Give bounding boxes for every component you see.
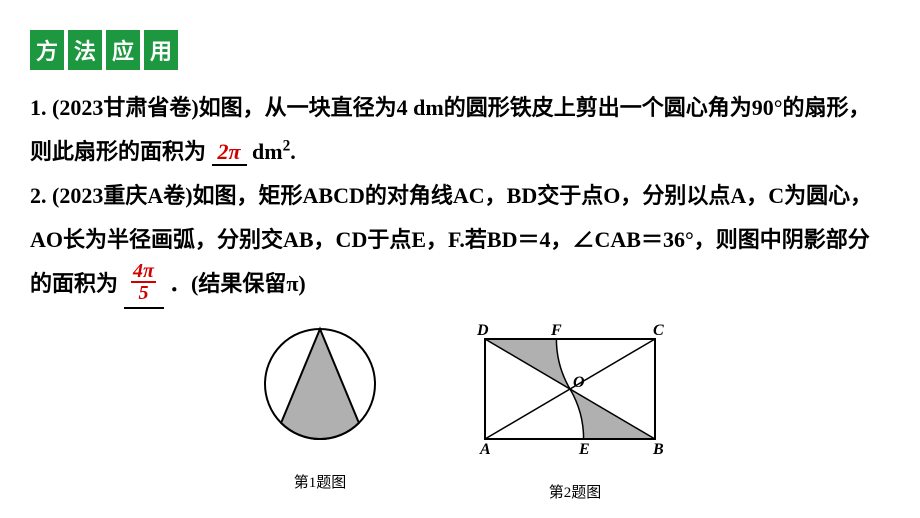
question-1: 1. (2023甘肃省卷)如图，从一块直径为4 dm的圆形铁皮上剪出一个圆心角为… (30, 86, 890, 174)
q2-blank: 4π 5 (124, 262, 164, 309)
fig2-label-e: E (578, 441, 590, 458)
fig1-sector (281, 329, 359, 439)
figure-1-svg (245, 319, 395, 449)
fig2-label-b: B (652, 441, 664, 458)
q1-answer: 2π (212, 139, 247, 166)
content: 1. (2023甘肃省卷)如图，从一块直径为4 dm的圆形铁皮上剪出一个圆心角为… (30, 86, 890, 508)
figure-2-svg: A B C D E F O (475, 319, 675, 459)
figure-2: A B C D E F O 第2题图 (475, 319, 675, 508)
figures-row: 第1题图 A B C (30, 319, 890, 508)
q2-answer-fraction: 4π 5 (131, 261, 156, 303)
section-badge: 方 法 应 用 (30, 30, 178, 70)
q2-suffix: ．(结果保留π) (169, 271, 306, 296)
fig2-label-c: C (653, 322, 664, 339)
q1-text: 1. (2023甘肃省卷)如图，从一块直径为4 dm的圆形铁皮上剪出一个圆心角为… (30, 95, 871, 164)
q1-unit: dm2. (252, 139, 296, 164)
figure-2-caption: 第2题图 (475, 478, 675, 508)
fig2-label-o: O (573, 374, 585, 391)
badge-cell: 应 (106, 30, 140, 70)
badge-cell: 用 (144, 30, 178, 70)
badge-cell: 法 (68, 30, 102, 70)
fig2-label-d: D (476, 322, 489, 339)
fig2-label-a: A (479, 441, 491, 458)
fig2-label-f: F (550, 322, 562, 339)
badge-cell: 方 (30, 30, 64, 70)
figure-1: 第1题图 (245, 319, 395, 508)
question-2: 2. (2023重庆A卷)如图，矩形ABCD的对角线AC，BD交于点O，分别以点… (30, 174, 890, 309)
figure-1-caption: 第1题图 (245, 468, 395, 498)
